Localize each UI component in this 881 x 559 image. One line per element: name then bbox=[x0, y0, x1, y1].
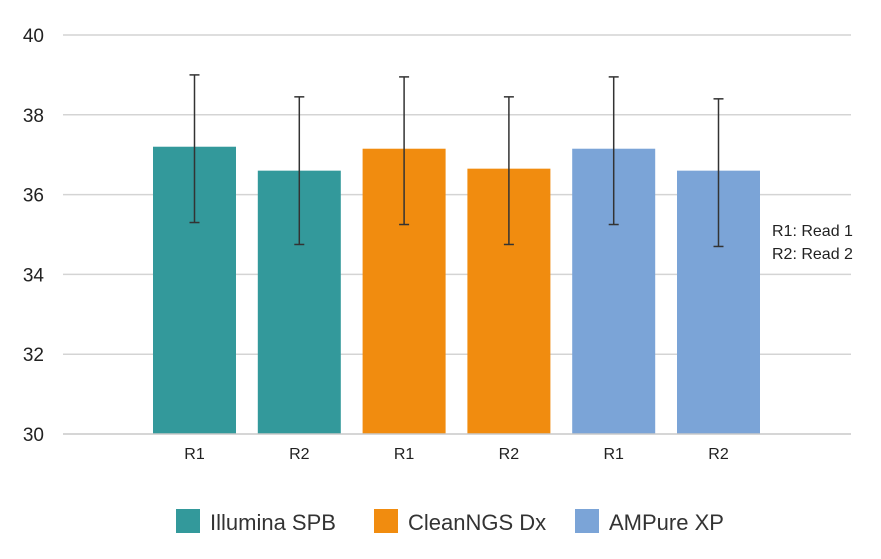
legend-label-ampure-xp: AMPure XP bbox=[609, 510, 724, 535]
error-bar bbox=[294, 96, 305, 246]
y-tick-label: 38 bbox=[23, 106, 44, 127]
y-tick-label: 34 bbox=[23, 265, 45, 286]
legend: Illumina SPB CleanNGS Dx AMPure XP bbox=[176, 509, 724, 535]
x-tick-label: R1 bbox=[394, 446, 415, 463]
legend-swatch-illumina-spb bbox=[176, 509, 200, 533]
legend-swatch-cleanngs-dx bbox=[374, 509, 398, 533]
x-tick-label: R1 bbox=[603, 446, 624, 463]
legend-item-ampure-xp: AMPure XP bbox=[575, 509, 724, 535]
note-read-1: R1: Read 1 bbox=[772, 223, 853, 240]
legend-swatch-ampure-xp bbox=[575, 509, 599, 533]
legend-item-cleanngs-dx: CleanNGS Dx bbox=[374, 509, 546, 535]
y-tick-label: 32 bbox=[23, 345, 44, 366]
x-tick-label: R2 bbox=[708, 446, 729, 463]
bars bbox=[153, 146, 760, 435]
x-axis-tick-labels: R1 R2 R1 R2 R1 R2 bbox=[184, 446, 729, 463]
y-tick-label: 40 bbox=[23, 26, 44, 47]
note-read-2: R2: Read 2 bbox=[772, 246, 853, 263]
y-tick-label: 30 bbox=[23, 425, 44, 446]
error-bar bbox=[399, 76, 410, 226]
error-bar bbox=[189, 74, 200, 224]
x-tick-label: R2 bbox=[289, 446, 310, 463]
error-bar bbox=[713, 98, 724, 248]
x-tick-label: R1 bbox=[184, 446, 205, 463]
y-axis-tick-labels: 30 32 34 36 38 40 bbox=[23, 26, 45, 446]
legend-label-cleanngs-dx: CleanNGS Dx bbox=[408, 510, 546, 535]
x-tick-label: R2 bbox=[499, 446, 520, 463]
read-legend-note: R1: Read 1 R2: Read 2 bbox=[772, 223, 853, 263]
error-bar bbox=[608, 76, 619, 226]
legend-label-illumina-spb: Illumina SPB bbox=[210, 510, 336, 535]
error-bars bbox=[189, 74, 724, 248]
y-tick-label: 36 bbox=[23, 186, 44, 207]
legend-item-illumina-spb: Illumina SPB bbox=[176, 509, 336, 535]
error-bar bbox=[503, 96, 514, 246]
